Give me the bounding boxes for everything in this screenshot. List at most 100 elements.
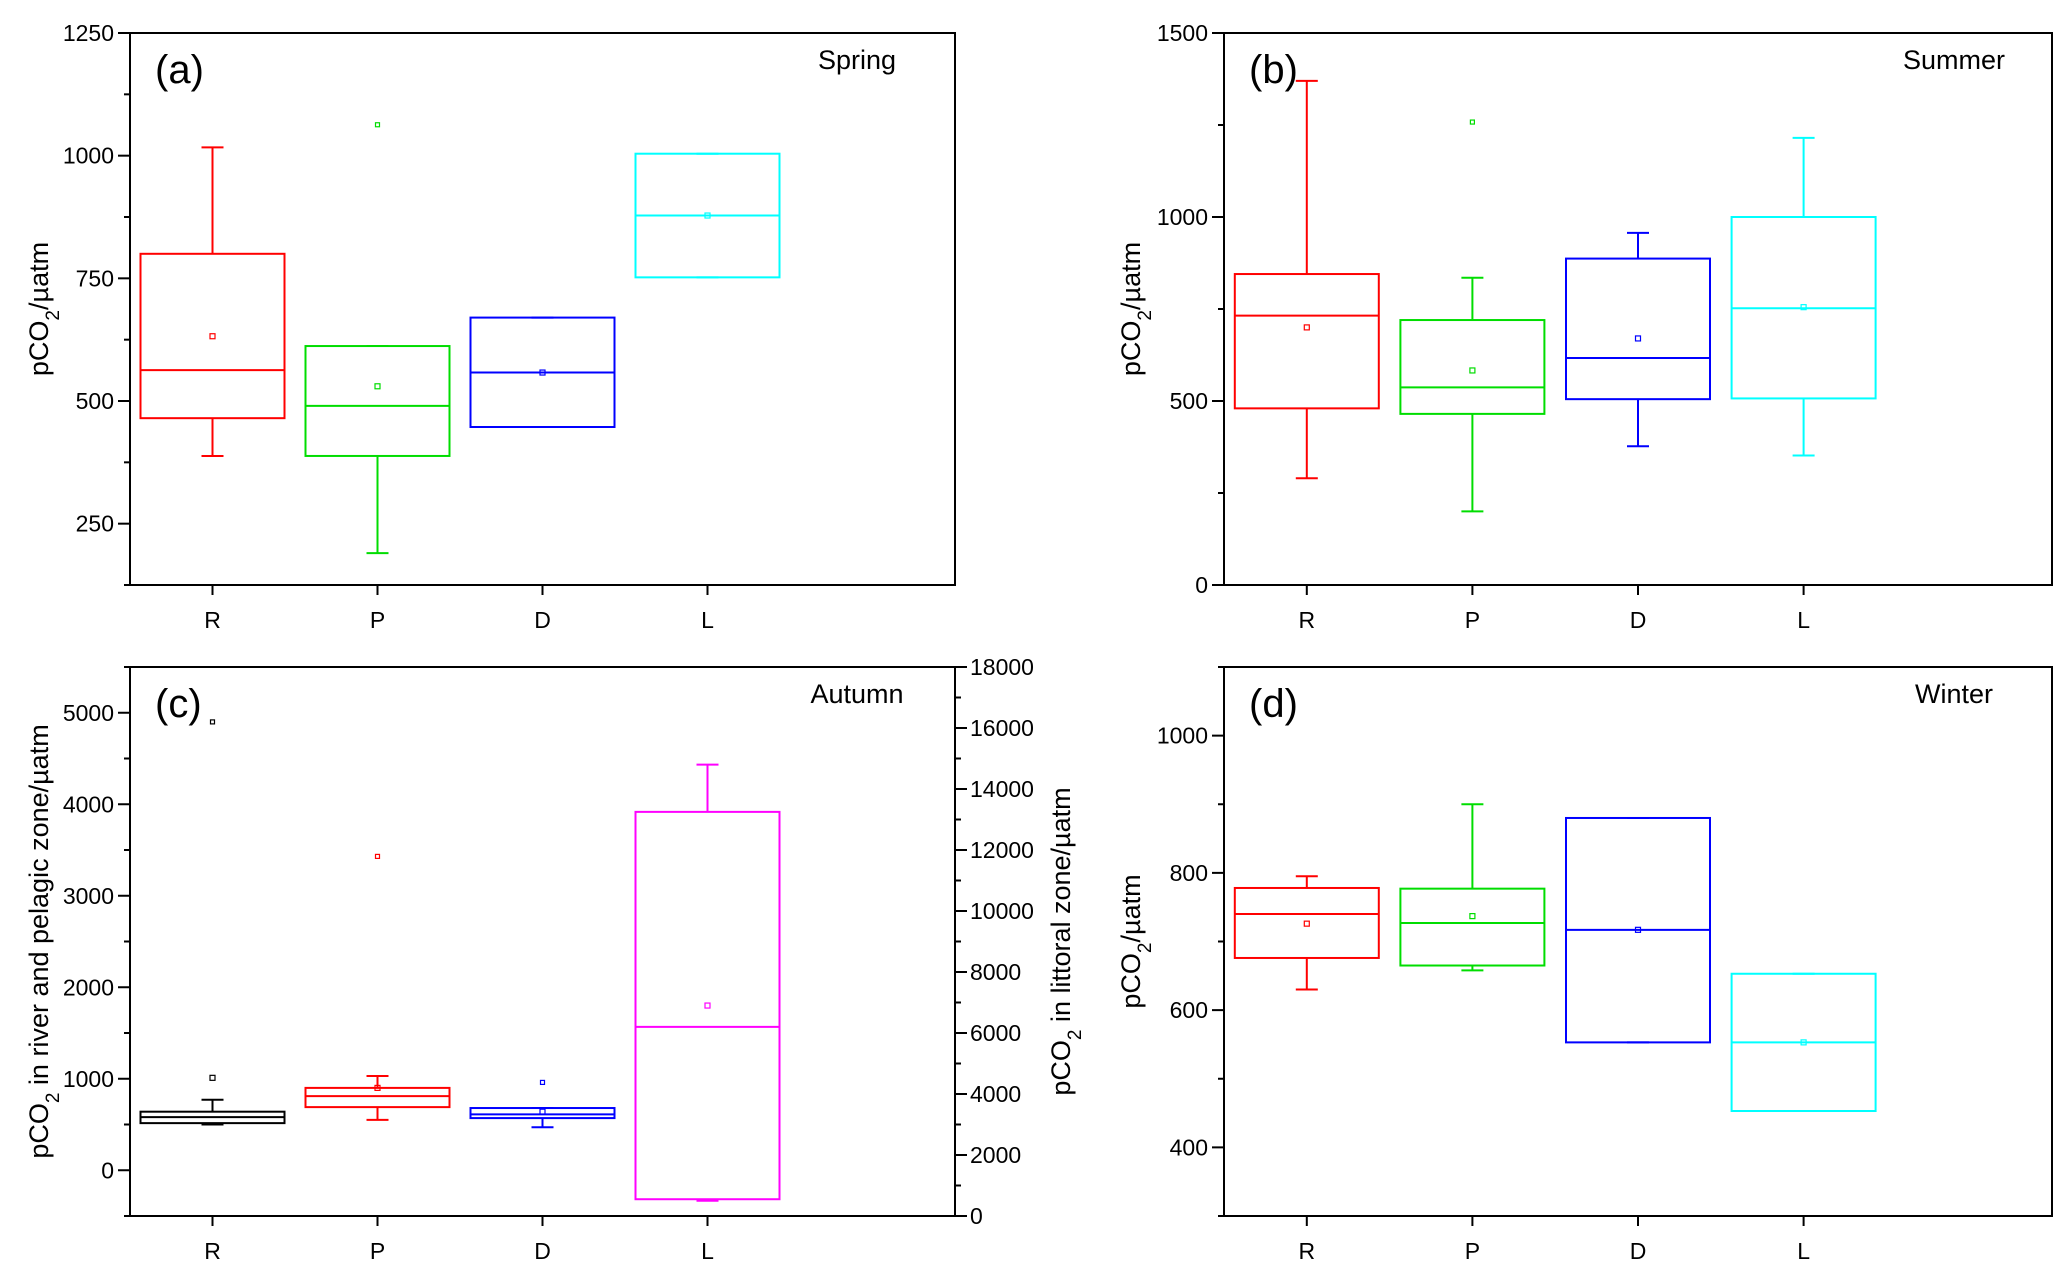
y-axis-label: pCO2/µatm	[1116, 874, 1156, 1008]
panel-label: (c)	[155, 682, 202, 726]
panel-label: (b)	[1249, 48, 1298, 92]
panel-autumn: 0 1000 2000 3000 4000 5000 0 2000 4000 6000 8000 10…	[24, 654, 1086, 1264]
y-right-tick-label: 14000	[970, 776, 1034, 802]
box-D	[1565, 231, 1711, 448]
mean-marker	[1303, 324, 1310, 331]
box-L	[634, 763, 781, 1202]
mean-marker	[1469, 367, 1476, 374]
y-tick-label: 5000	[63, 700, 114, 726]
x-tick-label: L	[701, 1238, 714, 1264]
x-tick-label: P	[370, 607, 385, 633]
box-body	[1233, 273, 1380, 410]
x-tick-label: D	[534, 607, 551, 633]
y-tick-label: 2000	[63, 974, 114, 1000]
y-right-tick-label: 18000	[970, 654, 1034, 680]
panel-label: (a)	[155, 48, 204, 92]
y-tick-label: 250	[76, 511, 114, 537]
y-tick-label: 1500	[1157, 20, 1208, 46]
mean-marker	[374, 1084, 381, 1092]
panel-winter: 400 600 800 1000 R P D L (d) Winter pCO2/µatm	[1116, 666, 2053, 1264]
mean-marker	[209, 333, 216, 340]
y-tick-label: 3000	[63, 883, 114, 909]
season-label: Autumn	[810, 679, 903, 709]
mean-marker	[1634, 926, 1642, 933]
mean-marker	[1634, 335, 1642, 342]
y-tick-label: 400	[1170, 1134, 1208, 1160]
box-P	[1399, 803, 1546, 972]
panel-label: (d)	[1249, 682, 1298, 726]
box-body	[139, 252, 286, 420]
y-tick-label: 1000	[63, 143, 114, 169]
y-right-tick-label: 2000	[970, 1142, 1021, 1168]
box-R	[139, 719, 286, 1126]
mean-marker	[539, 1108, 546, 1115]
x-tick-label: P	[370, 1238, 385, 1264]
y-axis-label: pCO2 in river and pelagic zone/µatm	[24, 724, 64, 1158]
y-right-tick-label: 4000	[970, 1081, 1021, 1107]
y-right-tick-label: 12000	[970, 837, 1034, 863]
box-D	[469, 1079, 616, 1129]
y-tick-label: 500	[1170, 388, 1208, 414]
x-tick-label: R	[1298, 607, 1315, 633]
mean-marker	[1469, 913, 1476, 920]
y-tick-label: 0	[1195, 572, 1208, 598]
y-right-tick-label: 8000	[970, 959, 1021, 985]
panel-summer: 0 500 1000 1500 R P D L (b) Summer pCO2/µatm	[1116, 20, 2053, 633]
x-tick-label: R	[204, 607, 221, 633]
mean-marker	[1800, 304, 1807, 311]
season-label: Summer	[1903, 45, 2005, 75]
y-tick-label: 600	[1170, 997, 1208, 1023]
y-tick-label: 1000	[1157, 204, 1208, 230]
x-tick-label: L	[1797, 1238, 1810, 1264]
y-tick-label: 4000	[63, 791, 114, 817]
x-tick-label: R	[204, 1238, 221, 1264]
y-right-tick-label: 10000	[970, 898, 1034, 924]
y-tick-label: 1000	[1157, 723, 1208, 749]
mean-marker	[704, 1002, 711, 1009]
x-tick-label: L	[701, 607, 714, 633]
x-tick-label: R	[1298, 1238, 1315, 1264]
box-R	[1233, 79, 1380, 480]
box-P	[304, 853, 451, 1121]
x-tick-label: P	[1465, 607, 1480, 633]
season-label: Winter	[1915, 679, 1993, 709]
y-right-tick-label: 6000	[970, 1020, 1021, 1046]
y-right-tick-label: 16000	[970, 715, 1034, 741]
box-R	[1233, 875, 1380, 991]
box-D	[469, 316, 616, 429]
mean-marker	[704, 212, 711, 219]
mean-marker	[1303, 920, 1310, 927]
box-body	[1399, 887, 1546, 967]
mean-marker	[539, 369, 546, 376]
panel-spring: 250 500 750 1000 1250 R P D L (a) Spring pCO2/µatm	[24, 20, 956, 633]
outlier-point	[374, 853, 381, 860]
y-tick-label: 500	[76, 388, 114, 414]
box-body	[1233, 886, 1380, 959]
y-tick-label: 800	[1170, 860, 1208, 886]
box-body	[1565, 257, 1711, 401]
box-P	[1399, 119, 1546, 513]
y-right-tick-label: 0	[970, 1203, 983, 1229]
y-axis-label-right: pCO2 in littoral zone/µatm	[1046, 787, 1086, 1095]
outlier-point	[1469, 119, 1476, 125]
y-tick-label: 750	[76, 265, 114, 291]
x-tick-label: P	[1465, 1238, 1480, 1264]
x-tick-label: D	[534, 1238, 551, 1264]
y-tick-label: 1250	[63, 20, 114, 46]
box-L	[634, 152, 781, 279]
plot-frame	[129, 32, 956, 586]
mean-marker	[209, 1074, 216, 1081]
x-tick-label: L	[1797, 607, 1810, 633]
box-body	[1399, 319, 1546, 415]
plot-frame	[129, 666, 956, 1217]
box-P	[304, 122, 451, 555]
plot-frame	[1223, 666, 2053, 1217]
x-tick-label: D	[1630, 1238, 1647, 1264]
outlier-point	[539, 1079, 546, 1086]
outlier-point	[209, 719, 216, 725]
box-D	[1565, 816, 1711, 1044]
y-axis-label: pCO2/µatm	[24, 242, 64, 376]
outlier-point	[374, 122, 381, 128]
plot-frame	[1223, 32, 2053, 586]
